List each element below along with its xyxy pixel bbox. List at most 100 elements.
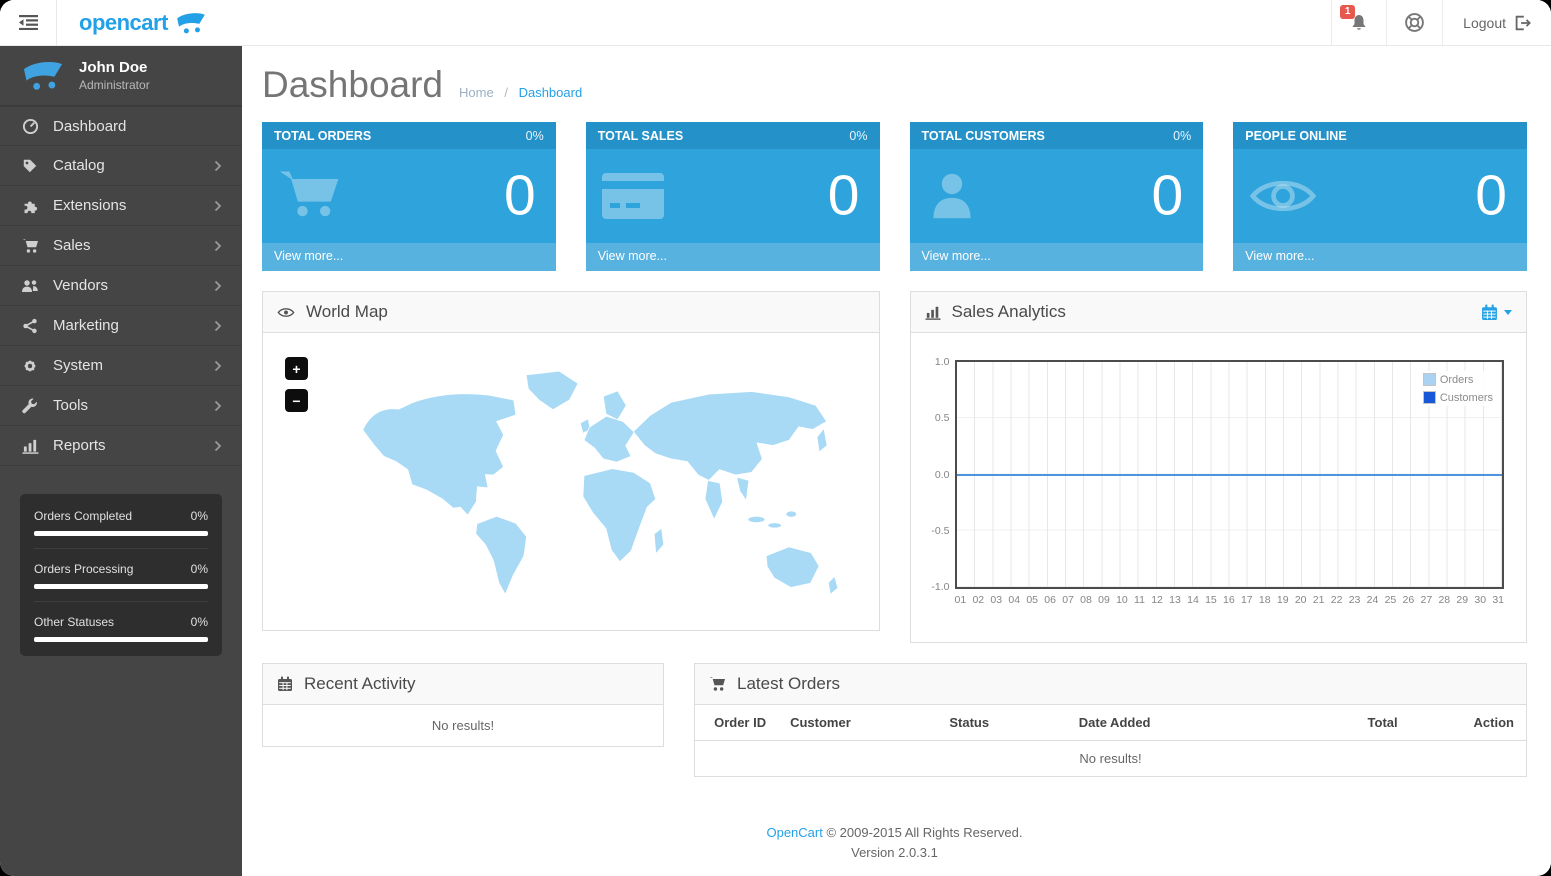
dashboard-icon <box>20 118 40 135</box>
tile-percent: 0% <box>849 128 868 143</box>
sidebar-toggle-button[interactable] <box>0 0 57 45</box>
latest-orders-table: Order ID Customer Status Date Added Tota… <box>695 705 1526 776</box>
chevron-right-icon <box>214 200 222 212</box>
tile-title: TOTAL ORDERS <box>274 128 372 143</box>
tile-percent: 0% <box>525 128 544 143</box>
x-tick-label: 28 <box>1438 594 1451 606</box>
calendar-icon <box>277 676 293 692</box>
support-button[interactable] <box>1386 0 1443 45</box>
sidebar-item-marketing[interactable]: Marketing <box>0 306 242 346</box>
latest-orders-panel: Latest Orders Order ID Customer Status D… <box>694 663 1527 777</box>
x-tick-label: 29 <box>1456 594 1469 606</box>
sidebar-item-vendors[interactable]: Vendors <box>0 266 242 306</box>
x-tick-label: 03 <box>990 594 1003 606</box>
sidebar-item-label: Sales <box>53 237 91 254</box>
breadcrumb-separator: / <box>504 85 508 100</box>
x-tick-label: 15 <box>1205 594 1217 606</box>
x-tick-label: 09 <box>1098 594 1110 606</box>
x-tick-label: 22 <box>1330 594 1343 606</box>
sidebar-item-sales[interactable]: Sales <box>0 226 242 266</box>
chevron-right-icon <box>214 440 222 452</box>
panel-title: Recent Activity <box>304 674 416 693</box>
sidebar-item-label: System <box>53 357 104 374</box>
y-tick-label: -1.0 <box>931 581 950 593</box>
orders-series-swatch <box>1422 373 1436 386</box>
notification-badge: 1 <box>1340 5 1356 19</box>
map-zoom-out-button[interactable]: − <box>285 389 308 412</box>
map-zoom-in-button[interactable]: + <box>285 357 308 380</box>
y-tick-label: 0.5 <box>934 412 950 425</box>
column-header-action: Action <box>1409 705 1526 741</box>
stat-label: Other Statuses <box>34 615 115 629</box>
x-tick-label: 05 <box>1026 594 1038 606</box>
sidebar-item-catalog[interactable]: Catalog <box>0 146 242 186</box>
x-tick-label: 26 <box>1402 594 1415 606</box>
opencart-logo-text: opencart <box>79 9 168 35</box>
x-tick-label: 17 <box>1240 594 1253 606</box>
column-header-customer: Customer <box>778 705 903 741</box>
tile-total-sales: TOTAL SALES 0% 0 View more... <box>585 122 880 271</box>
world-map-graphic <box>362 370 839 595</box>
sidebar-item-tools[interactable]: Tools <box>0 386 242 426</box>
x-tick-label: 21 <box>1312 594 1325 606</box>
breadcrumb-current[interactable]: Dashboard <box>518 85 583 100</box>
sidebar-item-extensions[interactable]: Extensions <box>0 186 242 226</box>
sidebar-item-dashboard[interactable]: Dashboard <box>0 106 242 146</box>
x-tick-label: 31 <box>1492 594 1504 606</box>
y-tick-label: 1.0 <box>934 356 950 368</box>
sidebar-item-system[interactable]: System <box>0 346 242 386</box>
customers-series-swatch <box>1422 391 1436 404</box>
cart-icon <box>278 169 344 223</box>
panel-title: Sales Analytics <box>951 302 1066 321</box>
x-tick-label: 16 <box>1223 594 1235 606</box>
x-tick-label: 04 <box>1008 594 1021 606</box>
x-tick-label: 08 <box>1080 594 1092 606</box>
copyright-text: © 2009-2015 All Rights Reserved. <box>822 825 1023 840</box>
view-more-link[interactable]: View more... <box>1233 243 1527 271</box>
sidebar-item-label: Catalog <box>53 157 105 174</box>
progress-bar <box>34 531 208 536</box>
date-range-button[interactable] <box>1481 304 1512 321</box>
tile-percent: 0% <box>1173 128 1192 143</box>
page-footer: OpenCart © 2009-2015 All Rights Reserved… <box>262 823 1527 862</box>
legend-label: Customers <box>1439 391 1493 404</box>
user-profile: John Doe Administrator <box>0 46 242 106</box>
logout-button[interactable]: Logout <box>1442 0 1551 45</box>
notifications-button[interactable]: 1 <box>1331 0 1387 45</box>
x-tick-label: 20 <box>1294 594 1307 606</box>
view-more-link[interactable]: View more... <box>585 243 880 271</box>
opencart-logo[interactable]: opencart <box>57 0 208 45</box>
chevron-right-icon <box>214 320 222 332</box>
breadcrumb: Home / Dashboard <box>459 85 582 100</box>
tile-title: PEOPLE ONLINE <box>1245 128 1347 143</box>
dedent-icon <box>18 15 38 30</box>
breadcrumb-home[interactable]: Home <box>459 85 494 100</box>
x-tick-label: 12 <box>1151 594 1163 606</box>
sidebar-item-label: Vendors <box>53 277 109 294</box>
sales-analytics-panel: Sales Analytics <box>909 291 1527 643</box>
stat-value: 0% <box>190 615 208 629</box>
topbar-spacer <box>208 0 1331 45</box>
page-title: Dashboard <box>262 64 444 105</box>
view-more-link[interactable]: View more... <box>262 243 556 271</box>
view-more-link[interactable]: View more... <box>909 243 1204 271</box>
sidebar-item-label: Marketing <box>53 317 119 334</box>
stat-label: Orders Completed <box>34 509 133 523</box>
world-map-canvas[interactable] <box>323 341 869 620</box>
tile-value: 0 <box>1151 163 1184 228</box>
wrench-icon <box>20 398 40 414</box>
tile-value: 0 <box>827 163 860 228</box>
panel-title: Latest Orders <box>737 674 840 693</box>
tag-icon <box>20 158 40 174</box>
x-tick-label: 24 <box>1366 594 1379 606</box>
opencart-footer-link[interactable]: OpenCart <box>766 825 823 840</box>
sign-out-icon <box>1515 15 1531 30</box>
progress-bar <box>34 584 208 589</box>
sidebar-item-label: Tools <box>53 397 89 414</box>
chevron-right-icon <box>214 400 222 412</box>
credit-card-icon <box>601 173 664 219</box>
sidebar-item-reports[interactable]: Reports <box>0 426 242 466</box>
x-tick-label: 02 <box>972 594 985 606</box>
tile-value: 0 <box>504 163 536 228</box>
legend-label: Orders <box>1439 373 1474 386</box>
